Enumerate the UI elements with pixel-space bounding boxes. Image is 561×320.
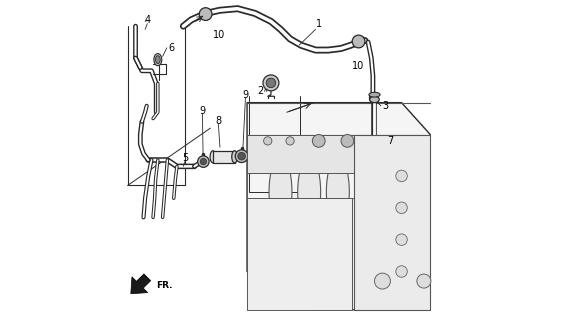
Ellipse shape [210,151,216,163]
Circle shape [372,137,380,145]
Circle shape [396,170,407,182]
Text: 10: 10 [352,61,364,71]
Ellipse shape [370,96,379,103]
Ellipse shape [355,157,378,227]
Ellipse shape [369,92,380,97]
Text: 3: 3 [383,101,389,111]
Text: 9: 9 [199,106,205,116]
Ellipse shape [369,93,376,103]
Ellipse shape [327,157,350,227]
Text: 10: 10 [213,30,226,40]
Ellipse shape [155,56,160,64]
Ellipse shape [232,151,237,163]
Ellipse shape [298,157,321,227]
Ellipse shape [269,157,292,227]
Text: 8: 8 [215,116,222,126]
Text: 5: 5 [182,153,188,164]
Text: 4: 4 [144,15,150,26]
Circle shape [396,266,407,277]
Circle shape [315,137,323,145]
Text: 1: 1 [316,19,323,28]
Circle shape [238,152,246,160]
Circle shape [397,137,406,145]
Text: 2: 2 [257,86,264,97]
Circle shape [266,78,275,88]
Polygon shape [247,103,430,310]
Bar [213,151,234,163]
Circle shape [200,158,206,165]
Bar [247,134,430,173]
Circle shape [375,273,390,289]
Circle shape [352,35,365,48]
Text: FR.: FR. [157,281,173,290]
Circle shape [396,202,407,213]
Circle shape [263,75,279,91]
Text: 7: 7 [387,136,393,146]
Bar [354,134,430,310]
Circle shape [286,137,294,145]
Bar [247,198,352,310]
Ellipse shape [154,53,162,66]
Circle shape [341,134,354,147]
Text: 9: 9 [242,90,249,100]
Circle shape [199,8,212,20]
Circle shape [396,234,407,245]
Circle shape [417,274,431,288]
Circle shape [197,156,209,167]
Circle shape [312,134,325,147]
Circle shape [343,137,352,145]
Polygon shape [131,274,151,294]
Text: 6: 6 [168,43,174,53]
Circle shape [235,150,248,163]
Circle shape [264,137,272,145]
